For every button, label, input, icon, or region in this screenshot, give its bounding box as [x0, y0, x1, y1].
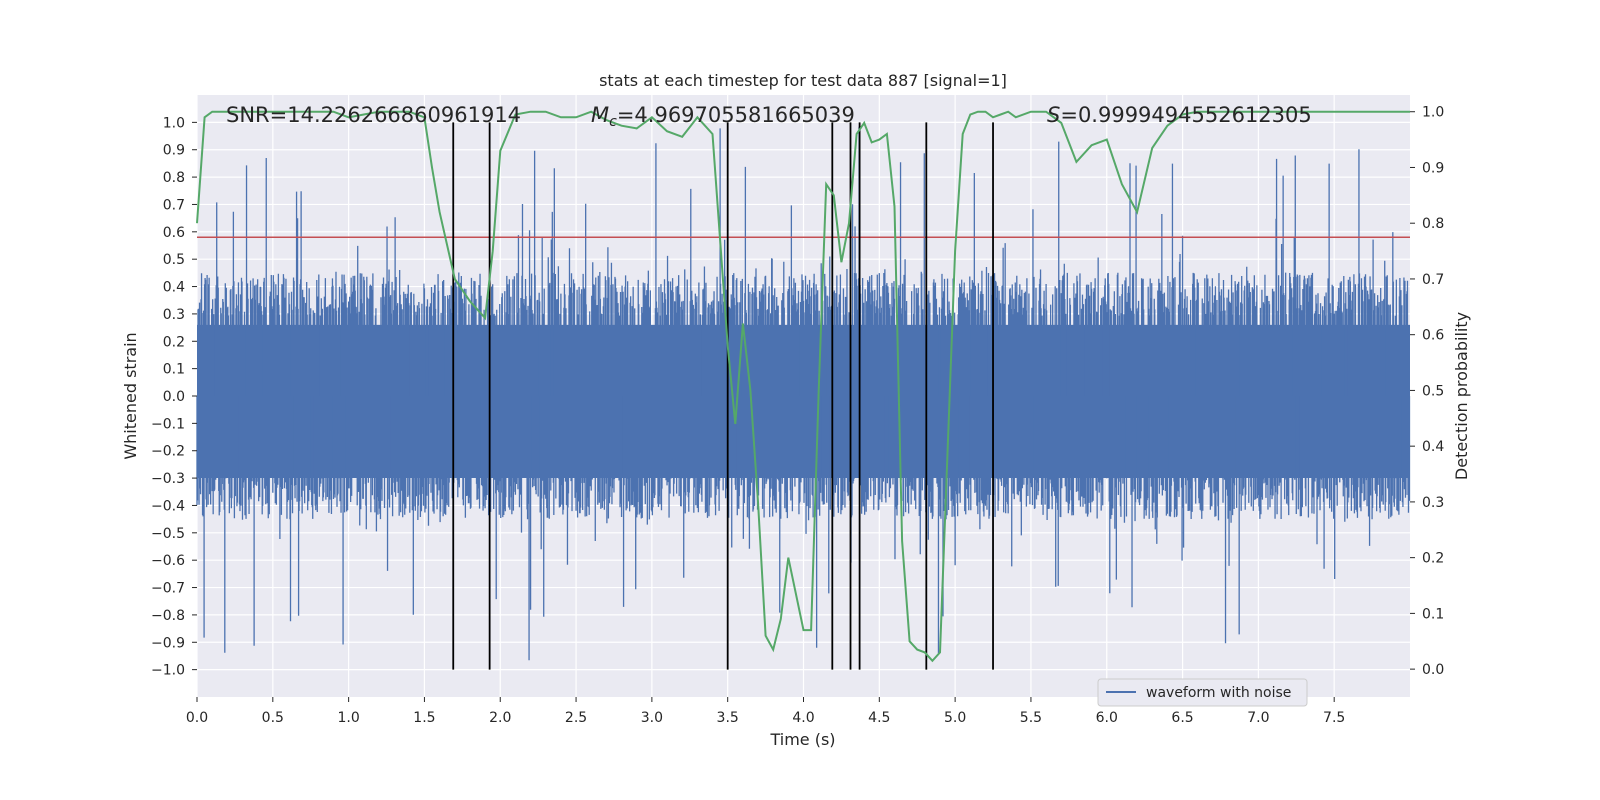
y-right-tick-label: 0.6: [1422, 328, 1444, 344]
x-tick-label: 0.5: [262, 710, 284, 726]
y-left-tick-label: 0.6: [163, 225, 185, 241]
legend-label: waveform with noise: [1146, 685, 1291, 701]
y-left-tick-label: 0.5: [163, 252, 185, 268]
y-left-tick-label: −0.8: [151, 608, 185, 624]
y-right-tick-label: 0.5: [1422, 383, 1444, 399]
y-left-tick-label: −1.0: [151, 663, 185, 679]
y-right-tick-label: 0.9: [1422, 160, 1444, 176]
x-tick-label: 2.0: [489, 710, 511, 726]
y-right-tick-label: 0.7: [1422, 272, 1444, 288]
x-tick-label: 6.0: [1096, 710, 1118, 726]
chart-title: stats at each timestep for test data 887…: [599, 71, 1007, 90]
x-tick-label: 3.0: [641, 710, 663, 726]
y-right-tick-label: 0.4: [1422, 439, 1444, 455]
x-tick-label: 2.5: [565, 710, 587, 726]
y-left-axis-label: Whitened strain: [121, 332, 140, 459]
y-right-axis-label: Detection probability: [1452, 312, 1471, 480]
y-left-tick-label: −0.7: [151, 581, 185, 597]
y-right-tick-label: 0.3: [1422, 495, 1444, 511]
y-left-tick-label: −0.6: [151, 553, 185, 569]
x-tick-label: 5.5: [1020, 710, 1042, 726]
y-left-tick-label: −0.4: [151, 498, 185, 514]
spin-annotation: S=0.9999494552612305: [1047, 103, 1312, 127]
x-tick-label: 4.5: [868, 710, 890, 726]
y-left-tick-labels: −1.0 −0.9 −0.8 −0.7 −0.6 −0.5 −0.4 −0.3 −0.2 −0.1…: [151, 115, 197, 679]
y-left-tick-label: −0.2: [151, 444, 185, 460]
y-right-tick-label: 0.1: [1422, 606, 1444, 622]
waveform-series: [196, 126, 1411, 661]
x-tick-label: 1.0: [337, 710, 359, 726]
y-left-tick-label: −0.5: [151, 526, 185, 542]
y-left-tick-label: 0.4: [163, 280, 185, 296]
x-tick-labels: 0.0 0.5 1.0 1.5 2.0 2.5 3.0 3.5 4.0 4.5 5.0 5.5 6.0 6…: [186, 697, 1345, 726]
y-left-tick-label: −0.3: [151, 471, 185, 487]
y-left-tick-label: −0.1: [151, 416, 185, 432]
y-right-tick-labels: 0.0 0.1 0.2 0.3 0.4 0.5 0.6 0.7 0.8 0.9 1.0: [1410, 105, 1444, 678]
x-tick-label: 0.0: [186, 710, 208, 726]
y-right-tick-label: 0.0: [1422, 662, 1444, 678]
y-right-tick-label: 0.8: [1422, 216, 1444, 232]
x-tick-label: 3.5: [717, 710, 739, 726]
chirp-mass-annotation: Mc=4.969705581665039: [591, 103, 855, 130]
snr-annotation: SNR=14.226266860961914: [226, 103, 521, 127]
x-tick-label: 6.5: [1171, 710, 1193, 726]
vertical-lines: [452, 122, 994, 670]
x-tick-label: 4.0: [792, 710, 814, 726]
y-left-tick-label: 0.9: [163, 143, 185, 159]
y-left-tick-label: 1.0: [163, 115, 185, 131]
y-right-tick-label: 0.2: [1422, 551, 1444, 567]
y-left-tick-label: −0.9: [151, 635, 185, 651]
y-right-tick-label: 1.0: [1422, 105, 1444, 121]
x-tick-label: 7.5: [1323, 710, 1345, 726]
detection-probability-line: [196, 110, 1410, 663]
y-left-tick-label: 0.2: [163, 334, 185, 350]
x-tick-label: 1.5: [413, 710, 435, 726]
x-tick-label: 5.0: [944, 710, 966, 726]
y-left-tick-label: 0.8: [163, 170, 185, 186]
x-tick-label: 7.0: [1247, 710, 1269, 726]
y-left-tick-label: 0.3: [163, 307, 185, 323]
legend: waveform with noise: [1097, 678, 1308, 707]
y-left-tick-label: 0.7: [163, 197, 185, 213]
y-left-tick-label: 0.0: [163, 389, 185, 405]
x-axis-label: Time (s): [769, 730, 835, 749]
legend-box: [1097, 678, 1308, 707]
y-left-tick-label: 0.1: [163, 362, 185, 378]
